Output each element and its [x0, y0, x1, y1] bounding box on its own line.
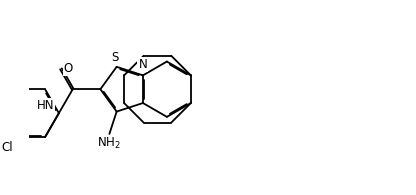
Text: N: N [139, 58, 147, 71]
Text: HN: HN [37, 99, 55, 112]
Text: Cl: Cl [1, 141, 13, 154]
Text: S: S [111, 51, 119, 64]
Text: NH$_2$: NH$_2$ [97, 136, 121, 151]
Text: O: O [64, 62, 73, 75]
